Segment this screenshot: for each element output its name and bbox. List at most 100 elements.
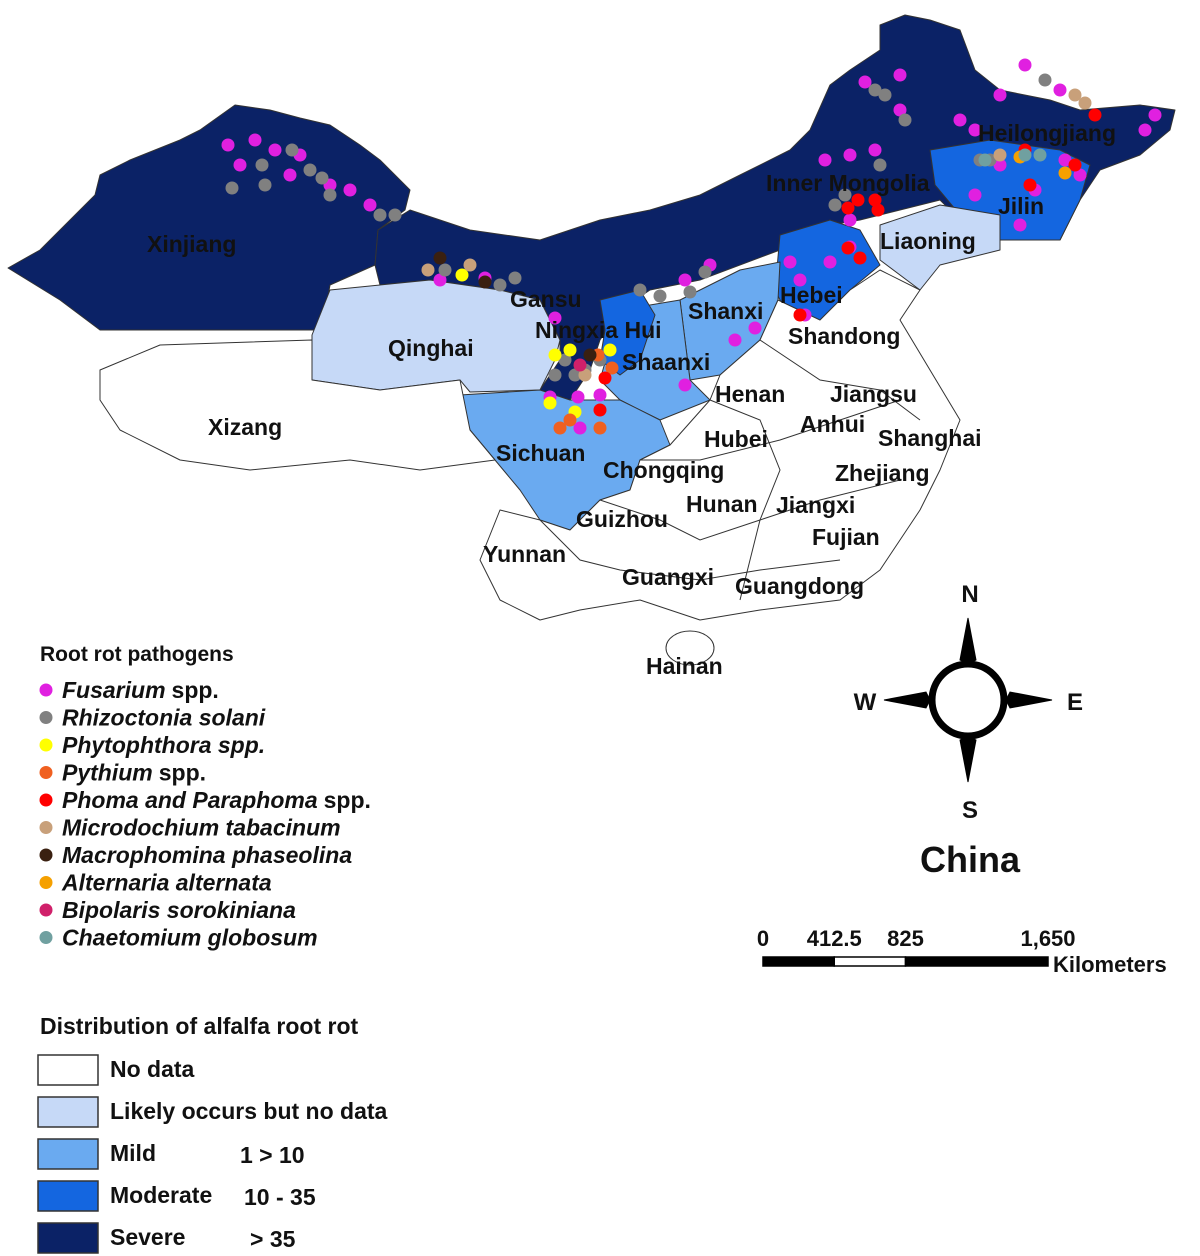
- compass-ring: [928, 660, 1008, 740]
- occurrence-dot: [573, 358, 587, 372]
- occurrence-dot: [225, 181, 239, 195]
- occurrence-dot: [363, 198, 377, 212]
- legend-name: Alternaria alternata: [61, 870, 272, 896]
- province-borders: [539, 339, 921, 601]
- occurrence-dot: [388, 208, 402, 222]
- occurrence-dot: [841, 241, 855, 255]
- occurrence-dot: [843, 213, 857, 227]
- occurrence-dot: [478, 275, 492, 289]
- occurrence-dot: [893, 103, 907, 117]
- region-label: Shaanxi: [622, 349, 710, 375]
- compass-needle: [959, 735, 977, 783]
- legend-suffix: spp.: [159, 760, 206, 786]
- distribution-legend: No data Likely occurs but no data Mild 1 > …: [37, 1054, 388, 1254]
- occurrence-dot: [858, 75, 872, 89]
- border-line: [640, 399, 901, 461]
- legend-box: [37, 1180, 99, 1212]
- compass-needle: [883, 691, 931, 709]
- occurrence-dot: [508, 271, 522, 285]
- occurrence-dot: [853, 251, 867, 265]
- region-label: Guizhou: [576, 506, 668, 532]
- occurrence-dot: [548, 311, 562, 325]
- legend-swatch: [39, 683, 53, 697]
- map-title: China: [920, 839, 1021, 880]
- occurrence-dot: [968, 188, 982, 202]
- occurrence-dot: [1013, 218, 1027, 232]
- region-label: Hubei: [704, 426, 768, 452]
- region-label: Xinjiang: [147, 231, 236, 257]
- region-label: Anhui: [800, 411, 865, 437]
- occurrence-dot: [898, 113, 912, 127]
- border-line: [599, 479, 901, 541]
- compass-w: W: [854, 689, 877, 716]
- region-label: Jilin: [998, 193, 1044, 219]
- region-label: Liaoning: [880, 228, 976, 254]
- region-labels: Xizang Yunnan Guangxi Guangdong Hainan Guizho…: [147, 120, 1116, 679]
- occurrence-dot: [633, 283, 647, 297]
- occurrence-layer: [221, 58, 1162, 435]
- region-label: Guangxi: [622, 564, 714, 590]
- occurrence-dot: [698, 265, 712, 279]
- occurrence-dot: [1138, 123, 1152, 137]
- legend-name: Rhizoctonia solani: [62, 705, 266, 731]
- scale-tick-label: 0: [757, 926, 769, 951]
- region-shape: [479, 269, 961, 621]
- region-label: Yunnan: [483, 541, 566, 567]
- occurrence-dot: [543, 396, 557, 410]
- legend-label: Fusarium spp.: [62, 677, 219, 703]
- occurrence-dot: [818, 153, 832, 167]
- compass-s: S: [962, 797, 978, 824]
- occurrence-dot: [1058, 153, 1072, 167]
- scale-bar: 0 412.5 825 1,650: [757, 926, 1076, 967]
- scale-tick-label: 825: [887, 926, 924, 951]
- occurrence-dot: [455, 268, 469, 282]
- legend-name: Chaetomium globosum: [62, 925, 318, 951]
- occurrence-dot: [578, 368, 592, 382]
- region-label: Fujian: [812, 524, 880, 550]
- occurrence-dot: [438, 263, 452, 277]
- region-label: Heilongjiang: [978, 120, 1116, 146]
- occurrence-dot: [563, 343, 577, 357]
- occurrence-dot: [258, 178, 272, 192]
- occurrence-dot: [828, 198, 842, 212]
- legend-label: Likely occurs but no data: [110, 1098, 388, 1124]
- occurrence-dot: [233, 158, 247, 172]
- occurrence-dot: [593, 421, 607, 435]
- occurrence-dot: [683, 285, 697, 299]
- occurrence-dot: [248, 133, 262, 147]
- occurrence-dot: [268, 143, 282, 157]
- legend-box: [37, 1054, 99, 1086]
- legend-name: Bipolaris sorokiniana: [62, 897, 296, 923]
- occurrence-dot: [563, 413, 577, 427]
- region-shape: [99, 339, 496, 471]
- occurrence-dot: [1068, 158, 1082, 172]
- legend-label: Pythium spp.: [62, 760, 206, 786]
- occurrence-dot: [678, 378, 692, 392]
- scale-unit: Kilometers: [1053, 952, 1167, 977]
- border-line: [709, 399, 781, 601]
- compass-n: N: [961, 581, 978, 608]
- occurrence-dot: [603, 343, 617, 357]
- occurrence-dot: [893, 68, 907, 82]
- legend-swatch: [39, 766, 53, 779]
- region-label: Jiangxi: [776, 492, 855, 518]
- occurrence-dot: [868, 143, 882, 157]
- region-label: Jiangsu: [830, 381, 917, 407]
- legend-suffix: spp.: [324, 787, 371, 813]
- occurrence-dot: [255, 158, 269, 172]
- occurrence-dot: [1053, 83, 1067, 97]
- occurrence-dot: [1088, 108, 1102, 122]
- occurrence-dot: [748, 321, 762, 335]
- legend-name: Pythium: [62, 760, 153, 786]
- occurrence-dot: [433, 251, 447, 265]
- occurrence-dot: [548, 368, 562, 382]
- legend-label: No data: [110, 1056, 195, 1082]
- region-label: Inner Mongolia: [766, 170, 930, 196]
- border-line: [759, 339, 921, 421]
- scale-segment: [904, 956, 1049, 967]
- region-label: Shandong: [788, 323, 900, 349]
- occurrence-dot: [303, 163, 317, 177]
- scale-tick-label: 1,650: [1020, 926, 1075, 951]
- legend-name: Fusarium: [62, 677, 166, 703]
- legend-swatch: [39, 738, 53, 752]
